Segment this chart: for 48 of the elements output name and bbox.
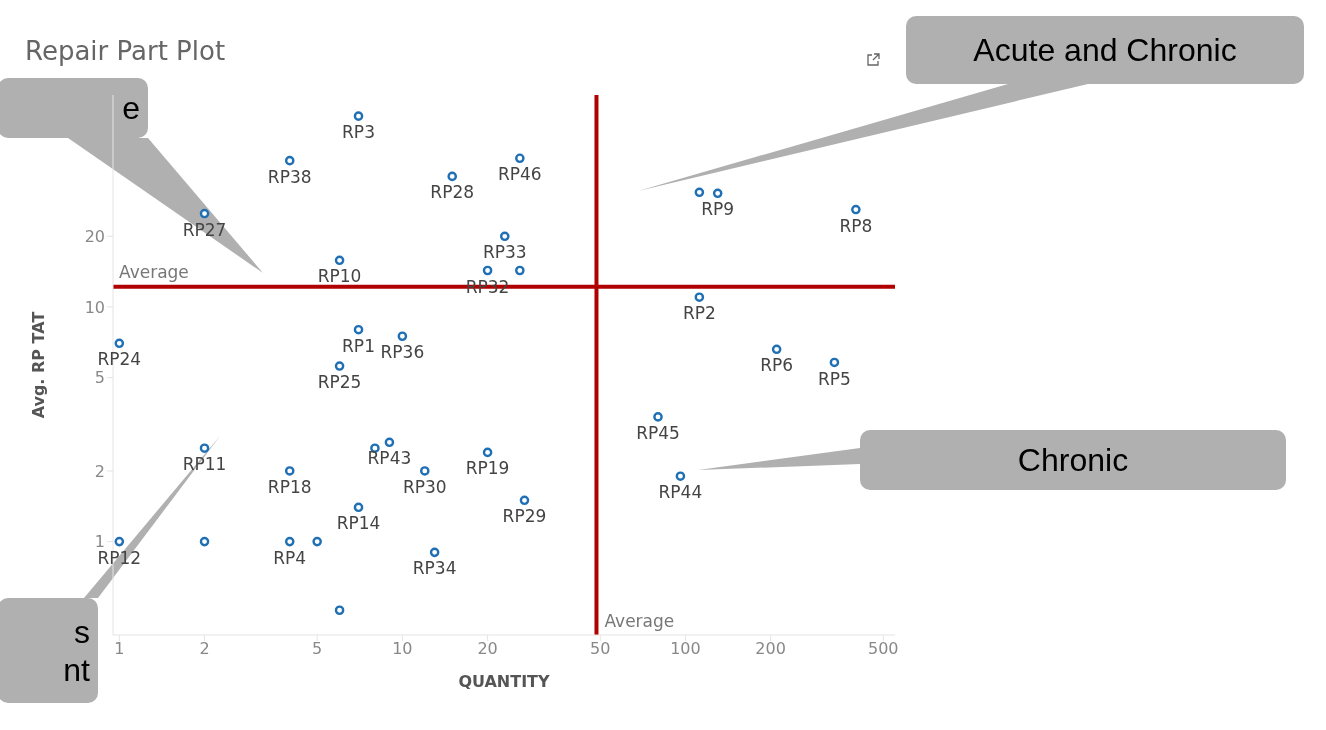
annotation: RP1 — [342, 335, 375, 356]
annotation: RP24 — [97, 349, 142, 370]
annotation: RP10 — [317, 266, 362, 287]
y-axis-title: Avg. RP TAT — [28, 311, 48, 419]
chart-title: Repair Part Plot — [25, 36, 226, 66]
annotation: RP25 — [317, 372, 362, 393]
annotation: RP6 — [760, 355, 794, 376]
y-tick-label: 2 — [94, 461, 105, 481]
annotation: RP5 — [817, 368, 851, 389]
annotation: RP28 — [430, 182, 475, 203]
x-tick-label: 100 — [670, 639, 701, 659]
y-tick-label: 10 — [84, 297, 105, 317]
x-tick-label: 50 — [590, 639, 611, 659]
ref-line-label: Average — [604, 611, 675, 631]
x-tick-label: 5 — [312, 639, 323, 659]
text: Acute and Chronic — [973, 32, 1237, 68]
annotation: RP9 — [701, 199, 735, 220]
y-tick-label: 5 — [94, 368, 105, 388]
x-tick-label: 20 — [477, 639, 498, 659]
ref-line-label: Average — [119, 261, 189, 282]
x-tick-label: 10 — [392, 639, 413, 659]
annotation: RP36 — [380, 342, 425, 363]
annotation: RP29 — [502, 506, 547, 527]
annotation: e — [122, 90, 140, 126]
text: Chronic — [1017, 442, 1129, 478]
x-tick-label: 200 — [755, 639, 786, 659]
annotation: RP14 — [336, 513, 381, 534]
annotation: RP43 — [367, 448, 412, 469]
annotation: RP18 — [267, 477, 312, 498]
annotation: RP45 — [636, 422, 680, 443]
annotation: RP19 — [465, 458, 510, 479]
text: s nt — [63, 613, 91, 688]
annotation: RP34 — [412, 558, 457, 579]
annotation: RP8 — [839, 215, 873, 236]
x-tick-label: 500 — [868, 639, 899, 659]
annotation: RP4 — [273, 547, 307, 568]
annotation: RP2 — [682, 303, 716, 324]
x-axis-title: QUANTITY — [458, 672, 551, 691]
annotation: RP46 — [497, 164, 542, 185]
annotation: RP30 — [402, 477, 447, 498]
annotation: RP33 — [482, 242, 527, 263]
annotation: RP3 — [342, 122, 375, 143]
x-tick-label: 2 — [199, 639, 210, 659]
annotation: RP44 — [658, 482, 703, 503]
annotation: RP11 — [182, 454, 227, 475]
annotation: RP38 — [267, 166, 312, 187]
y-tick-label: 20 — [84, 226, 105, 246]
x-tick-label: 1 — [114, 639, 125, 659]
